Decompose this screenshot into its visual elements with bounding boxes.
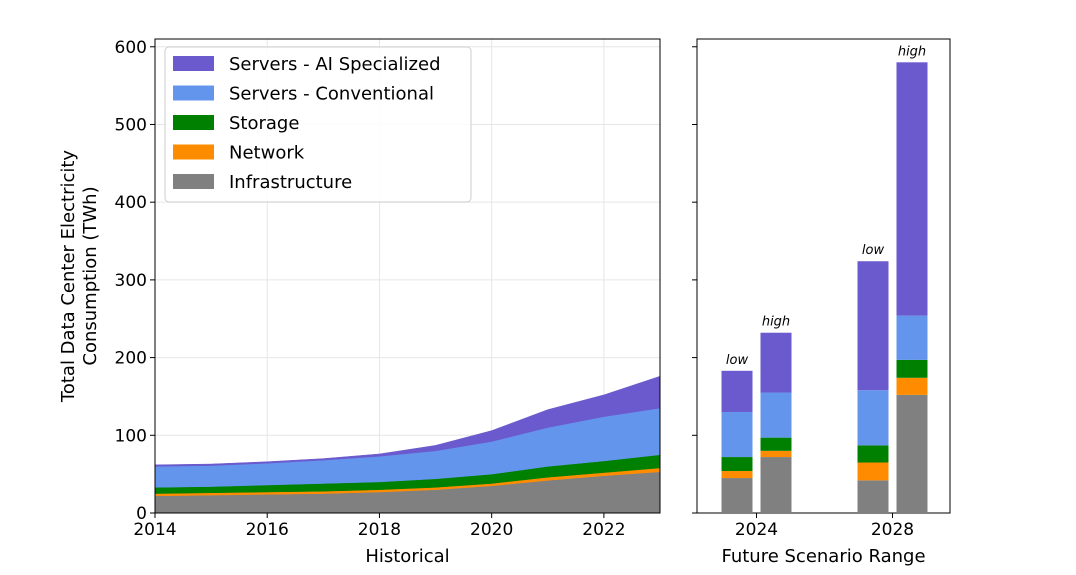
bar-segment-storage [721, 457, 753, 472]
y-tick-label: 300 [115, 271, 147, 291]
legend-swatch [173, 56, 214, 71]
x-tick-label: 2022 [582, 520, 625, 540]
scenario-label: high [898, 44, 926, 59]
legend-swatch [173, 174, 214, 189]
y-axis-label: Total Data Center Electricity Consumption… [58, 150, 101, 404]
historical-y-axis: 0 100 200 300 400 500 600 [115, 38, 155, 524]
y-axis-label-line-2: Consumption (TWh) [80, 186, 101, 365]
legend-label: Storage [229, 113, 299, 134]
bar-2024-low: low [721, 353, 753, 513]
y-tick-label: 400 [115, 193, 147, 213]
bar-segment-network [760, 450, 792, 458]
x-tick-label: 2016 [246, 520, 289, 540]
y-tick-label: 100 [115, 426, 147, 446]
y-tick-label: 0 [136, 504, 147, 524]
legend-label: Network [229, 143, 305, 164]
bar-segment-servers-conventional [721, 411, 753, 458]
y-tick-label: 600 [115, 38, 147, 58]
future-x-axis-label: Future Scenario Range [721, 546, 925, 567]
scenario-label: low [726, 353, 749, 368]
legend-swatch [173, 115, 214, 130]
y-tick-label: 200 [115, 349, 147, 369]
bar-segment-infrastructure [896, 394, 928, 513]
bar-2028-high: high [896, 44, 928, 513]
bar-segment-network [857, 462, 889, 481]
future-bars: low high low high [721, 44, 928, 513]
bar-segment-infrastructure [760, 457, 792, 513]
historical-areas [154, 375, 661, 514]
bar-segment-infrastructure [721, 478, 753, 513]
bar-segment-storage [896, 359, 928, 378]
x-tick-label: 2018 [358, 520, 401, 540]
future-y-axis [692, 46, 697, 514]
bar-segment-storage [760, 437, 792, 451]
x-tick-label: 2024 [735, 520, 778, 540]
legend-label: Infrastructure [229, 172, 352, 193]
bar-segment-servers-conventional [857, 390, 889, 446]
x-tick-label: 2028 [871, 520, 914, 540]
bar-segment-servers-ai-specialized [760, 332, 792, 393]
y-axis-label-line-1: Total Data Center Electricity [58, 150, 79, 404]
bar-segment-servers-ai-specialized [896, 62, 928, 316]
y-tick-label: 500 [115, 115, 147, 135]
legend-label: Servers - AI Specialized [229, 54, 441, 75]
bar-segment-servers-ai-specialized [857, 261, 889, 391]
future-x-axis: 2024 2028 [735, 513, 914, 540]
bar-segment-network [721, 471, 753, 479]
bar-2028-low: low [857, 243, 889, 513]
future-axes-frame [696, 38, 951, 514]
x-tick-label: 2020 [470, 520, 513, 540]
scenario-label: low [862, 243, 885, 258]
bar-segment-servers-conventional [760, 392, 792, 438]
historical-axes-frame [154, 38, 661, 514]
legend-box [164, 46, 472, 203]
bar-2024-high: high [760, 315, 792, 513]
bar-segment-network [896, 377, 928, 395]
x-tick-label: 2014 [133, 520, 176, 540]
legend-label: Servers - Conventional [229, 84, 434, 105]
historical-x-axis-label: Historical [365, 546, 449, 567]
bar-segment-servers-ai-specialized [721, 370, 753, 412]
legend-swatch [173, 85, 214, 101]
legend: Servers - AI Specialized Servers - Conven… [164, 46, 472, 203]
historical-x-axis: 2014 2016 2018 2020 2022 [133, 513, 626, 540]
bar-segment-servers-conventional [896, 315, 928, 360]
bar-segment-infrastructure [857, 480, 889, 513]
bar-segment-storage [857, 445, 889, 463]
scenario-label: high [762, 315, 790, 330]
legend-swatch [173, 144, 214, 160]
